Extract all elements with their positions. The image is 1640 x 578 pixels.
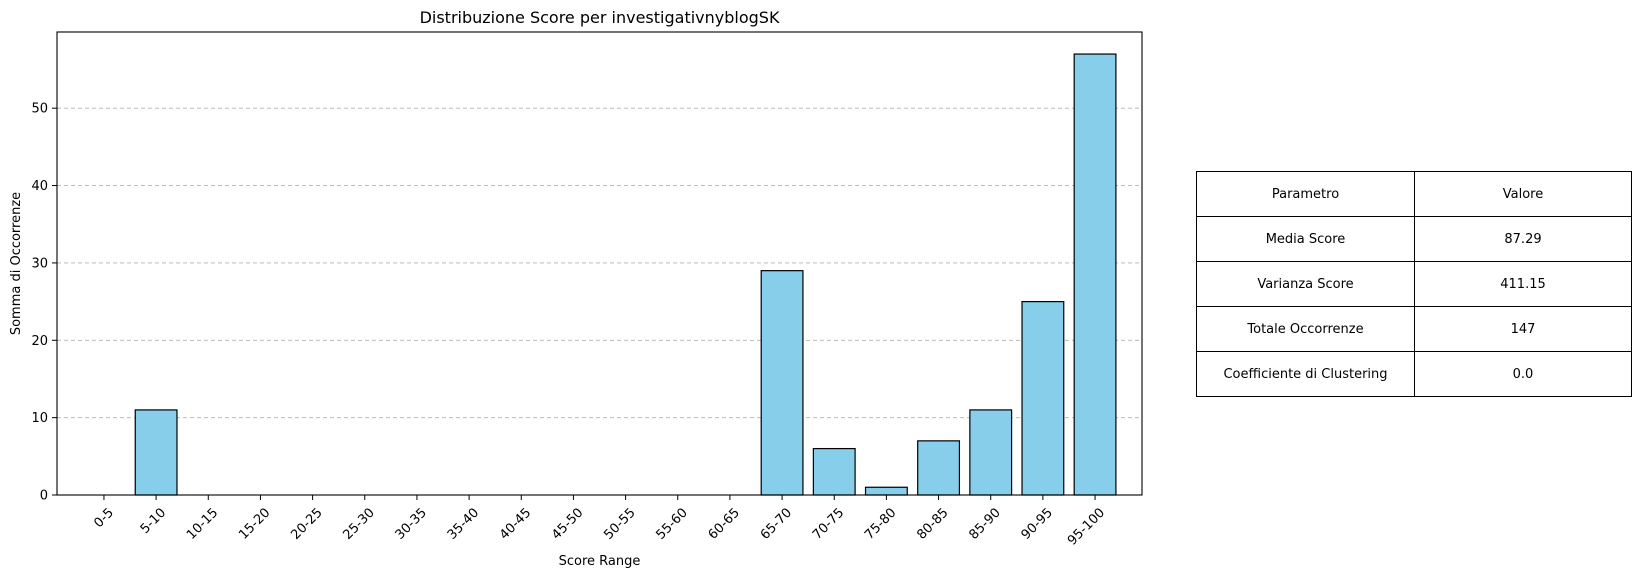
table-row: Varianza Score 411.15 bbox=[1196, 261, 1632, 307]
x-axis-ticks: 0-5 5-10 10-15 15-20 20-25 25-30 30-35 35-40 40-… bbox=[91, 495, 1108, 549]
chart-title: Distribuzione Score per investigativnybl… bbox=[420, 8, 780, 27]
table-cell-param: Media Score bbox=[1196, 216, 1415, 262]
bar bbox=[134, 409, 178, 496]
x-axis-title: Score Range bbox=[559, 554, 641, 569]
y-tick-label: 40 bbox=[31, 179, 48, 194]
table-header-row: Parametro Valore bbox=[1196, 171, 1632, 217]
x-tick-label: 85-90 bbox=[966, 505, 1003, 542]
plot-frame bbox=[56, 31, 1143, 496]
table-cell-param: Totale Occorrenze bbox=[1196, 306, 1415, 352]
bar bbox=[812, 447, 856, 496]
x-tick-label: 45-50 bbox=[549, 505, 586, 542]
y-axis-ticks: 0 10 20 30 40 50 bbox=[31, 102, 57, 504]
table-row: Media Score 87.29 bbox=[1196, 216, 1632, 262]
y-axis-title: Somma di Occorrenze bbox=[9, 192, 24, 335]
table-row: Totale Occorrenze 147 bbox=[1196, 306, 1632, 352]
x-tick-label: 15-20 bbox=[236, 505, 273, 542]
grid-lines bbox=[57, 107, 1142, 419]
x-tick-label: 55-60 bbox=[653, 505, 690, 542]
table-header-param: Parametro bbox=[1196, 171, 1415, 217]
x-tick-label: 70-75 bbox=[810, 505, 847, 542]
table-cell-value: 0.0 bbox=[1414, 351, 1632, 397]
table-cell-param: Varianza Score bbox=[1196, 261, 1415, 307]
table-cell-param: Coefficiente di Clustering bbox=[1196, 351, 1415, 397]
y-tick-label: 30 bbox=[31, 256, 48, 271]
x-tick-label: 20-25 bbox=[288, 505, 325, 542]
bar bbox=[969, 409, 1013, 496]
y-tick-label: 20 bbox=[31, 334, 48, 349]
bar bbox=[1073, 53, 1117, 496]
x-tick-label: 50-55 bbox=[601, 505, 638, 542]
x-tick-label: 30-35 bbox=[393, 505, 430, 542]
x-tick-label: 35-40 bbox=[445, 505, 482, 542]
table-header-value: Valore bbox=[1414, 171, 1632, 217]
stats-table: Parametro Valore Media Score 87.29 Varia… bbox=[1196, 171, 1632, 397]
x-tick-label: 25-30 bbox=[340, 505, 377, 542]
x-tick-label: 5-10 bbox=[138, 505, 169, 536]
bar bbox=[864, 486, 908, 496]
x-tick-label: 80-85 bbox=[914, 505, 951, 542]
x-tick-label: 65-70 bbox=[758, 505, 795, 542]
bar bbox=[1021, 300, 1065, 496]
table-row: Coefficiente di Clustering 0.0 bbox=[1196, 351, 1632, 397]
x-tick-label: 95-100 bbox=[1065, 505, 1108, 548]
y-tick-label: 50 bbox=[31, 102, 48, 117]
x-tick-label: 75-80 bbox=[862, 505, 899, 542]
x-tick-label: 0-5 bbox=[91, 505, 117, 531]
bars bbox=[134, 53, 1117, 496]
table-cell-value: 87.29 bbox=[1414, 216, 1632, 262]
x-tick-label: 10-15 bbox=[184, 505, 221, 542]
table-cell-value: 147 bbox=[1414, 306, 1632, 352]
x-tick-label: 90-95 bbox=[1019, 505, 1056, 542]
table-cell-value: 411.15 bbox=[1414, 261, 1632, 307]
y-tick-label: 10 bbox=[31, 411, 48, 426]
bar bbox=[760, 270, 804, 496]
bar bbox=[917, 440, 961, 496]
x-tick-label: 60-65 bbox=[706, 505, 743, 542]
y-tick-label: 0 bbox=[40, 489, 48, 504]
x-tick-label: 40-45 bbox=[497, 505, 534, 542]
